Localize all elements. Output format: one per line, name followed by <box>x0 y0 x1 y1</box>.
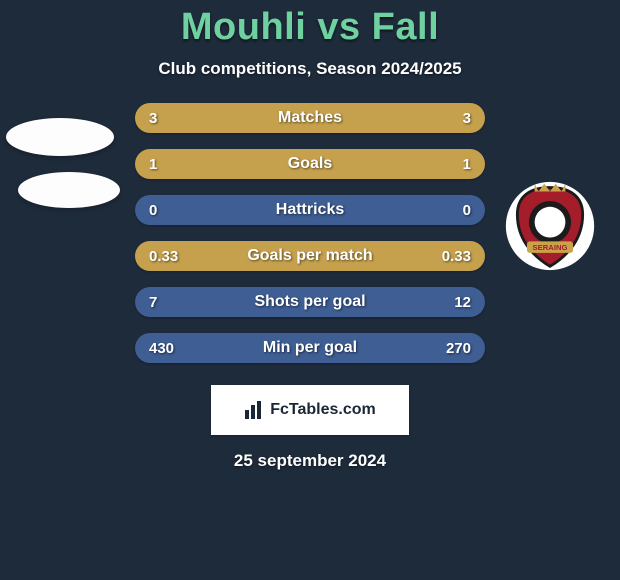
stat-label: Hattricks <box>276 201 344 219</box>
stat-value-right: 0 <box>431 202 471 219</box>
stat-label: Goals <box>288 155 332 173</box>
brand-card[interactable]: FcTables.com <box>211 385 409 435</box>
brand-text: FcTables.com <box>270 401 376 419</box>
comparison-card: SERAING Mouhli vs Fall Club competitions… <box>0 0 620 580</box>
club-badge-right: SERAING <box>502 178 598 274</box>
stat-label: Goals per match <box>247 247 372 265</box>
stat-rows: 3 Matches 3 1 Goals 1 0 Hattricks 0 0.33 Goals per… <box>135 103 485 363</box>
player-blob-left-1 <box>6 118 114 156</box>
comparison-title: Mouhli vs Fall <box>181 6 439 49</box>
stat-value-right: 12 <box>431 294 471 311</box>
stat-value-right: 3 <box>431 110 471 127</box>
stat-value-left: 7 <box>149 294 189 311</box>
stat-row: 1 Goals 1 <box>135 149 485 179</box>
stat-row: 0.33 Goals per match 0.33 <box>135 241 485 271</box>
stat-value-right: 270 <box>431 340 471 357</box>
stat-value-left: 1 <box>149 156 189 173</box>
stat-value-right: 1 <box>431 156 471 173</box>
comparison-subtitle: Club competitions, Season 2024/2025 <box>158 59 461 79</box>
date-line: 25 september 2024 <box>234 451 386 471</box>
stat-value-left: 0 <box>149 202 189 219</box>
stat-label: Min per goal <box>263 339 357 357</box>
stat-row: 0 Hattricks 0 <box>135 195 485 225</box>
stat-label: Shots per goal <box>254 293 365 311</box>
bars-icon <box>244 400 264 420</box>
player-blob-left-2 <box>18 172 120 208</box>
stat-row: 3 Matches 3 <box>135 103 485 133</box>
badge-banner-text: SERAING <box>533 243 568 252</box>
badge-swirl <box>535 207 566 238</box>
stat-value-right: 0.33 <box>431 248 471 265</box>
stat-value-left: 3 <box>149 110 189 127</box>
stat-row: 430 Min per goal 270 <box>135 333 485 363</box>
stat-value-left: 0.33 <box>149 248 189 265</box>
club-badge-svg: SERAING <box>502 178 598 274</box>
stat-label: Matches <box>278 109 342 127</box>
stat-value-left: 430 <box>149 340 189 357</box>
stat-row: 7 Shots per goal 12 <box>135 287 485 317</box>
